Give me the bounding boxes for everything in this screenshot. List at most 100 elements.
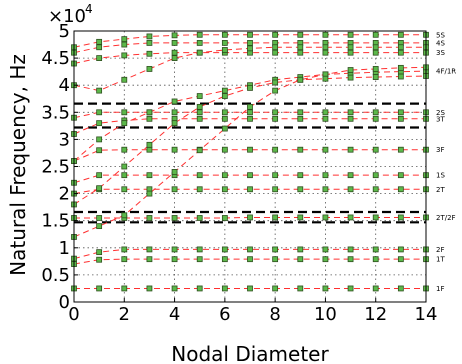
data-point <box>247 186 253 193</box>
mode-label: 1F <box>436 285 444 293</box>
data-point <box>297 49 304 56</box>
data-point <box>196 147 203 154</box>
data-point <box>272 214 279 221</box>
data-point <box>221 31 228 38</box>
data-point <box>322 49 329 56</box>
data-point <box>146 66 153 72</box>
mode-label: 2T/2F <box>436 214 456 222</box>
y-tick-label: 4 <box>59 75 70 96</box>
y-axis-label: Natural Frequency, Hz <box>6 54 30 276</box>
data-point <box>397 109 404 116</box>
data-point <box>322 75 329 82</box>
data-point <box>347 246 354 253</box>
data-point <box>96 44 103 51</box>
y-tick-label: 1 <box>59 238 70 259</box>
data-point <box>146 190 153 197</box>
data-point <box>196 103 203 110</box>
data-point <box>372 172 379 179</box>
data-point <box>96 223 103 230</box>
data-point <box>272 31 279 38</box>
data-point <box>96 38 103 45</box>
mode-label: 2F <box>436 246 444 254</box>
data-point <box>196 93 203 99</box>
data-point <box>221 246 228 253</box>
data-point <box>397 172 404 179</box>
data-point <box>196 246 203 253</box>
x-tick-label: 10 <box>314 304 337 325</box>
data-point <box>121 41 128 48</box>
data-point <box>347 67 354 73</box>
series-line <box>73 52 426 65</box>
mode-label: 5S <box>436 31 445 39</box>
data-point <box>171 109 178 116</box>
data-point <box>196 285 203 292</box>
data-point <box>247 31 253 38</box>
data-point <box>322 115 329 122</box>
data-point <box>397 246 404 253</box>
series-lines <box>71 31 429 292</box>
data-point <box>247 285 253 292</box>
data-point <box>372 49 379 56</box>
data-point <box>196 40 203 46</box>
data-point <box>272 285 279 292</box>
data-point <box>121 246 128 253</box>
data-point <box>322 44 329 51</box>
data-point <box>297 246 304 253</box>
data-point <box>221 186 228 193</box>
data-point <box>397 256 404 263</box>
data-point <box>96 147 103 154</box>
data-point <box>322 246 329 253</box>
data-point <box>322 172 329 179</box>
series-line <box>73 75 427 205</box>
data-point <box>272 246 279 253</box>
data-point <box>272 109 279 116</box>
data-point <box>297 172 304 179</box>
data-point <box>96 285 103 292</box>
y-tick-label: 0.5 <box>41 265 70 286</box>
data-point <box>146 172 153 179</box>
x-tick-label: 8 <box>269 304 280 325</box>
series-line <box>74 216 426 219</box>
data-point <box>397 31 404 38</box>
data-point <box>247 109 253 116</box>
data-point <box>347 115 354 122</box>
data-point <box>297 186 304 193</box>
data-point <box>247 103 253 110</box>
data-point <box>221 125 228 132</box>
data-point <box>121 172 128 179</box>
data-point <box>196 49 203 56</box>
y-multiplier-exponent: 4 <box>85 2 93 16</box>
data-point <box>397 49 404 56</box>
data-point <box>297 76 304 83</box>
data-point <box>96 136 103 143</box>
data-point <box>196 186 203 193</box>
data-point <box>171 256 178 263</box>
mode-label: 2S <box>436 109 445 117</box>
data-point <box>247 146 253 153</box>
y-tick-label: 2.5 <box>41 157 70 178</box>
x-tick-label: 4 <box>169 304 180 325</box>
data-point <box>196 215 203 221</box>
data-point <box>146 285 153 292</box>
series-line <box>73 111 426 119</box>
data-point <box>372 31 379 38</box>
data-point <box>121 163 128 170</box>
data-point <box>196 172 203 179</box>
data-point <box>372 66 379 72</box>
data-point <box>372 256 379 263</box>
mode-label: 3S <box>436 49 445 57</box>
x-axis-label: Nodal Diameter <box>171 342 329 364</box>
data-point <box>322 214 329 221</box>
x-tick-label: 12 <box>364 304 387 325</box>
data-point <box>221 172 228 179</box>
data-point <box>121 146 128 153</box>
data-point <box>196 109 203 116</box>
data-point <box>221 285 228 292</box>
data-point <box>372 246 379 253</box>
data-point <box>146 115 153 122</box>
data-point <box>146 256 153 263</box>
data-point <box>96 249 103 256</box>
frequency-band-lines <box>74 102 426 224</box>
data-point <box>347 256 354 263</box>
